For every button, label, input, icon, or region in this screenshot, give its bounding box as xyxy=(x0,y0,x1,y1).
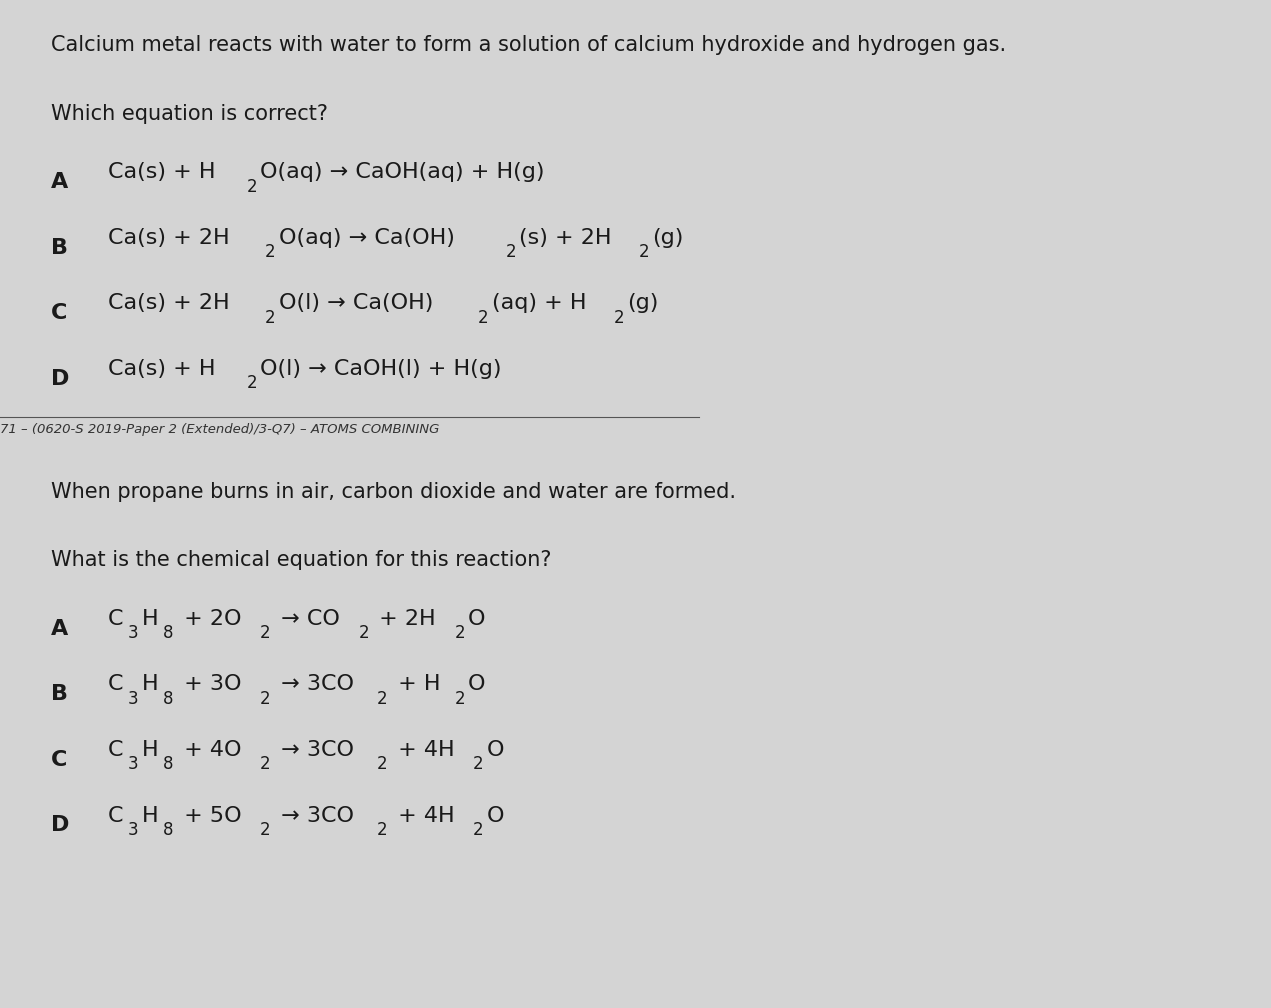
Text: O: O xyxy=(487,740,503,760)
Text: + 4H: + 4H xyxy=(390,805,455,826)
Text: 8: 8 xyxy=(163,689,174,708)
Text: 2: 2 xyxy=(639,243,649,261)
Text: + H: + H xyxy=(390,674,440,695)
Text: 3: 3 xyxy=(128,755,139,773)
Text: 3: 3 xyxy=(128,821,139,839)
Text: → 3CO: → 3CO xyxy=(273,674,353,695)
Text: 3: 3 xyxy=(128,624,139,642)
Text: 2: 2 xyxy=(261,689,271,708)
Text: H: H xyxy=(142,740,159,760)
Text: O(aq) → CaOH(aq) + H(g): O(aq) → CaOH(aq) + H(g) xyxy=(261,162,545,182)
Text: 2: 2 xyxy=(377,689,388,708)
Text: 2: 2 xyxy=(247,177,257,196)
Text: C: C xyxy=(51,303,67,324)
Text: 2: 2 xyxy=(377,755,388,773)
Text: 2: 2 xyxy=(264,243,276,261)
Text: 2: 2 xyxy=(455,689,465,708)
Text: 71 – (0620-S 2019-Paper 2 (Extended)/3-Q7) – ATOMS COMBINING: 71 – (0620-S 2019-Paper 2 (Extended)/3-Q… xyxy=(0,423,440,436)
Text: H: H xyxy=(142,805,159,826)
Text: When propane burns in air, carbon dioxide and water are formed.: When propane burns in air, carbon dioxid… xyxy=(51,482,736,502)
Text: 8: 8 xyxy=(163,624,174,642)
Text: D: D xyxy=(51,815,69,836)
Text: + 2H: + 2H xyxy=(372,609,436,629)
Text: O(l) → Ca(OH): O(l) → Ca(OH) xyxy=(278,293,433,313)
Text: B: B xyxy=(51,238,67,258)
Text: B: B xyxy=(51,684,67,705)
Text: C: C xyxy=(108,609,123,629)
Text: 2: 2 xyxy=(261,755,271,773)
Text: O(l) → CaOH(l) + H(g): O(l) → CaOH(l) + H(g) xyxy=(261,359,502,379)
Text: 3: 3 xyxy=(128,689,139,708)
Text: D: D xyxy=(51,369,69,389)
Text: A: A xyxy=(51,172,69,193)
Text: C: C xyxy=(108,805,123,826)
Text: 2: 2 xyxy=(614,308,624,327)
Text: (g): (g) xyxy=(652,228,684,248)
Text: + 3O: + 3O xyxy=(177,674,241,695)
Text: 2: 2 xyxy=(506,243,516,261)
Text: → 3CO: → 3CO xyxy=(273,740,353,760)
Text: C: C xyxy=(108,740,123,760)
Text: (s) + 2H: (s) + 2H xyxy=(520,228,611,248)
Text: 2: 2 xyxy=(455,624,465,642)
Text: Ca(s) + H: Ca(s) + H xyxy=(108,359,216,379)
Text: O(aq) → Ca(OH): O(aq) → Ca(OH) xyxy=(278,228,455,248)
Text: A: A xyxy=(51,619,69,639)
Text: 2: 2 xyxy=(261,821,271,839)
Text: Ca(s) + H: Ca(s) + H xyxy=(108,162,216,182)
Text: Ca(s) + 2H: Ca(s) + 2H xyxy=(108,228,230,248)
Text: C: C xyxy=(51,750,67,770)
Text: H: H xyxy=(142,674,159,695)
Text: O: O xyxy=(487,805,505,826)
Text: Ca(s) + 2H: Ca(s) + 2H xyxy=(108,293,230,313)
Text: 2: 2 xyxy=(478,308,488,327)
Text: + 2O: + 2O xyxy=(177,609,241,629)
Text: (aq) + H: (aq) + H xyxy=(492,293,586,313)
Text: 2: 2 xyxy=(473,755,483,773)
Text: O: O xyxy=(468,674,486,695)
Text: Calcium metal reacts with water to form a solution of calcium hydroxide and hydr: Calcium metal reacts with water to form … xyxy=(51,35,1005,55)
Text: + 4H: + 4H xyxy=(390,740,454,760)
Text: 2: 2 xyxy=(264,308,276,327)
Text: + 4O: + 4O xyxy=(177,740,241,760)
Text: → 3CO: → 3CO xyxy=(273,805,353,826)
Text: 2: 2 xyxy=(377,821,388,839)
Text: + 5O: + 5O xyxy=(177,805,241,826)
Text: 2: 2 xyxy=(247,374,257,392)
Text: 2: 2 xyxy=(261,624,271,642)
Text: 8: 8 xyxy=(163,821,174,839)
Text: What is the chemical equation for this reaction?: What is the chemical equation for this r… xyxy=(51,550,552,571)
Text: (g): (g) xyxy=(627,293,658,313)
Text: 2: 2 xyxy=(473,821,483,839)
Text: 2: 2 xyxy=(358,624,370,642)
Text: O: O xyxy=(468,609,486,629)
Text: H: H xyxy=(142,609,159,629)
Text: 8: 8 xyxy=(163,755,174,773)
Text: → CO: → CO xyxy=(273,609,339,629)
Text: C: C xyxy=(108,674,123,695)
Text: Which equation is correct?: Which equation is correct? xyxy=(51,104,328,124)
